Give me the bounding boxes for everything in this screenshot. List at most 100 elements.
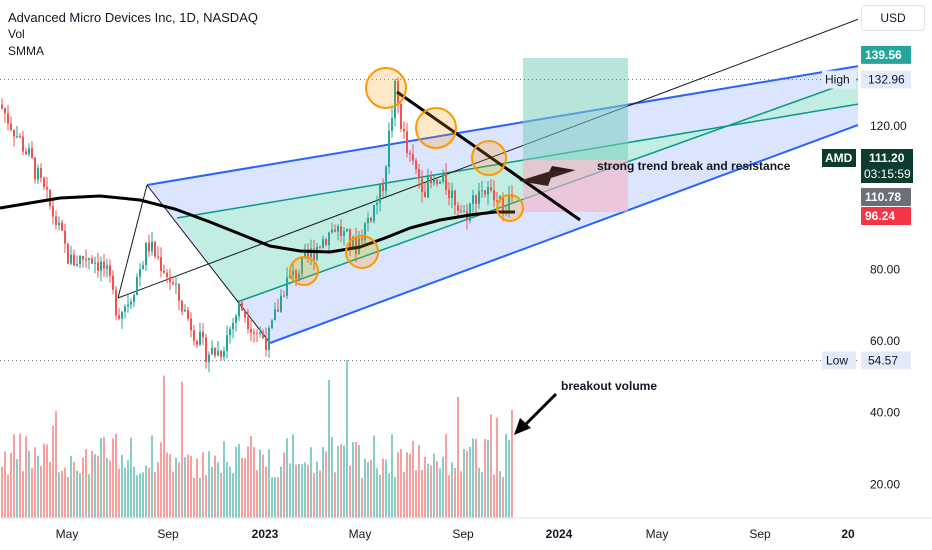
- x-tick-label: May: [56, 527, 79, 541]
- volume-bar: [145, 465, 147, 518]
- candle-body: [385, 166, 387, 192]
- volume-bar: [400, 449, 402, 518]
- volume-bar: [115, 433, 117, 518]
- smma-indicator-label[interactable]: SMMA: [8, 44, 44, 58]
- candle-body: [436, 179, 438, 184]
- chart-legend: Advanced Micro Devices Inc, 1D, NASDAQ V…: [8, 9, 258, 60]
- volume-bar: [505, 433, 507, 518]
- price-axis[interactable]: 20.0040.0060.0080.00100.00120.00139.56Hi…: [822, 0, 932, 550]
- candle-body: [388, 130, 390, 167]
- candle-body: [79, 255, 81, 265]
- volume-bar: [280, 466, 282, 518]
- volume-bar: [181, 381, 183, 518]
- volume-bar: [445, 433, 447, 518]
- volume-bar: [97, 455, 99, 518]
- volume-bar: [10, 452, 12, 518]
- volume-bar: [163, 375, 165, 518]
- symbol-tag: AMD: [825, 151, 853, 165]
- volume-bar: [118, 468, 120, 518]
- volume-bar: [55, 411, 57, 518]
- volume-bar: [214, 455, 216, 518]
- volume-bar: [241, 457, 243, 518]
- volume-bar: [154, 471, 156, 518]
- volume-bar: [235, 446, 237, 518]
- high-tag-bg: [822, 70, 856, 89]
- candle-body: [493, 190, 495, 201]
- candle-body: [313, 248, 315, 260]
- volume-bar: [343, 445, 345, 518]
- volume-bar: [508, 440, 510, 518]
- volume-bar: [406, 452, 408, 518]
- candle-body: [307, 251, 309, 257]
- volume-bar: [175, 457, 177, 518]
- candle-body: [172, 282, 174, 285]
- candle-body: [277, 309, 279, 312]
- candle-body: [418, 169, 420, 179]
- currency-button[interactable]: USD: [861, 5, 925, 31]
- candle-body: [244, 310, 246, 318]
- position-target-zone: [523, 58, 628, 160]
- volume-bar: [376, 468, 378, 518]
- candle-body: [10, 123, 12, 130]
- volume-bar: [70, 455, 72, 518]
- volume-bar: [358, 445, 360, 518]
- volume-bar: [463, 449, 465, 518]
- x-tick-label: 2023: [252, 527, 279, 541]
- time-axis[interactable]: May Sep 2023 May Sep 2024 May Sep 20: [0, 517, 932, 541]
- volume-bar: [46, 444, 48, 518]
- candle-body: [121, 311, 123, 319]
- candle-body: [406, 131, 408, 153]
- volume-bar: [253, 446, 255, 518]
- candle-body: [4, 108, 6, 114]
- volume-bar: [28, 450, 30, 518]
- high-price-label: 132.96: [868, 73, 905, 87]
- candle-body: [409, 152, 411, 155]
- volume-bar: [481, 471, 483, 518]
- volume-bar: [106, 458, 108, 518]
- volume-bar: [67, 477, 69, 518]
- candle-body: [268, 327, 270, 351]
- candle-body: [322, 239, 324, 248]
- candle-body: [166, 272, 168, 278]
- volume-bar: [412, 440, 414, 518]
- candle-body: [376, 202, 378, 205]
- position-stop-zone: [523, 160, 628, 212]
- y-tick-label: 60.00: [870, 334, 900, 348]
- volume-bar: [88, 474, 90, 518]
- volume-bar: [439, 468, 441, 518]
- y-tick-label: 40.00: [870, 406, 900, 420]
- candle-body: [283, 295, 285, 297]
- candle-body: [67, 243, 69, 264]
- volume-indicator-label[interactable]: Vol: [8, 27, 25, 41]
- candle-body: [151, 241, 153, 252]
- volume-bar: [94, 454, 96, 518]
- volume-bar: [223, 441, 225, 518]
- volume-bar: [199, 477, 201, 518]
- candle-body: [286, 277, 288, 296]
- volume-bar: [391, 434, 393, 518]
- candle-body: [46, 187, 48, 190]
- candle-body: [142, 265, 144, 270]
- volume-bar: [79, 473, 81, 518]
- volume-bar: [217, 462, 219, 518]
- y-tick-label: 20.00: [870, 477, 900, 491]
- candle-body: [382, 184, 384, 192]
- volume-bar: [169, 454, 171, 518]
- candle-body: [421, 178, 423, 192]
- volume-bar: [43, 443, 45, 518]
- volume-bar: [229, 466, 231, 518]
- pitchfork-handle-line: [146, 184, 271, 344]
- volume-bar: [34, 447, 36, 518]
- volume-bar: [274, 477, 276, 518]
- high-price-bg: [861, 70, 911, 89]
- candle-body: [271, 320, 273, 328]
- symbol-title[interactable]: Advanced Micro Devices Inc, 1D, NASDAQ: [8, 10, 258, 25]
- candle-body: [238, 302, 240, 317]
- y-tick-label: 80.00: [870, 262, 900, 276]
- volume-bar: [121, 454, 123, 518]
- volume-bar: [349, 465, 351, 518]
- highlight-circle: [289, 256, 319, 286]
- volume-bar: [427, 463, 429, 518]
- candle-body: [301, 256, 303, 274]
